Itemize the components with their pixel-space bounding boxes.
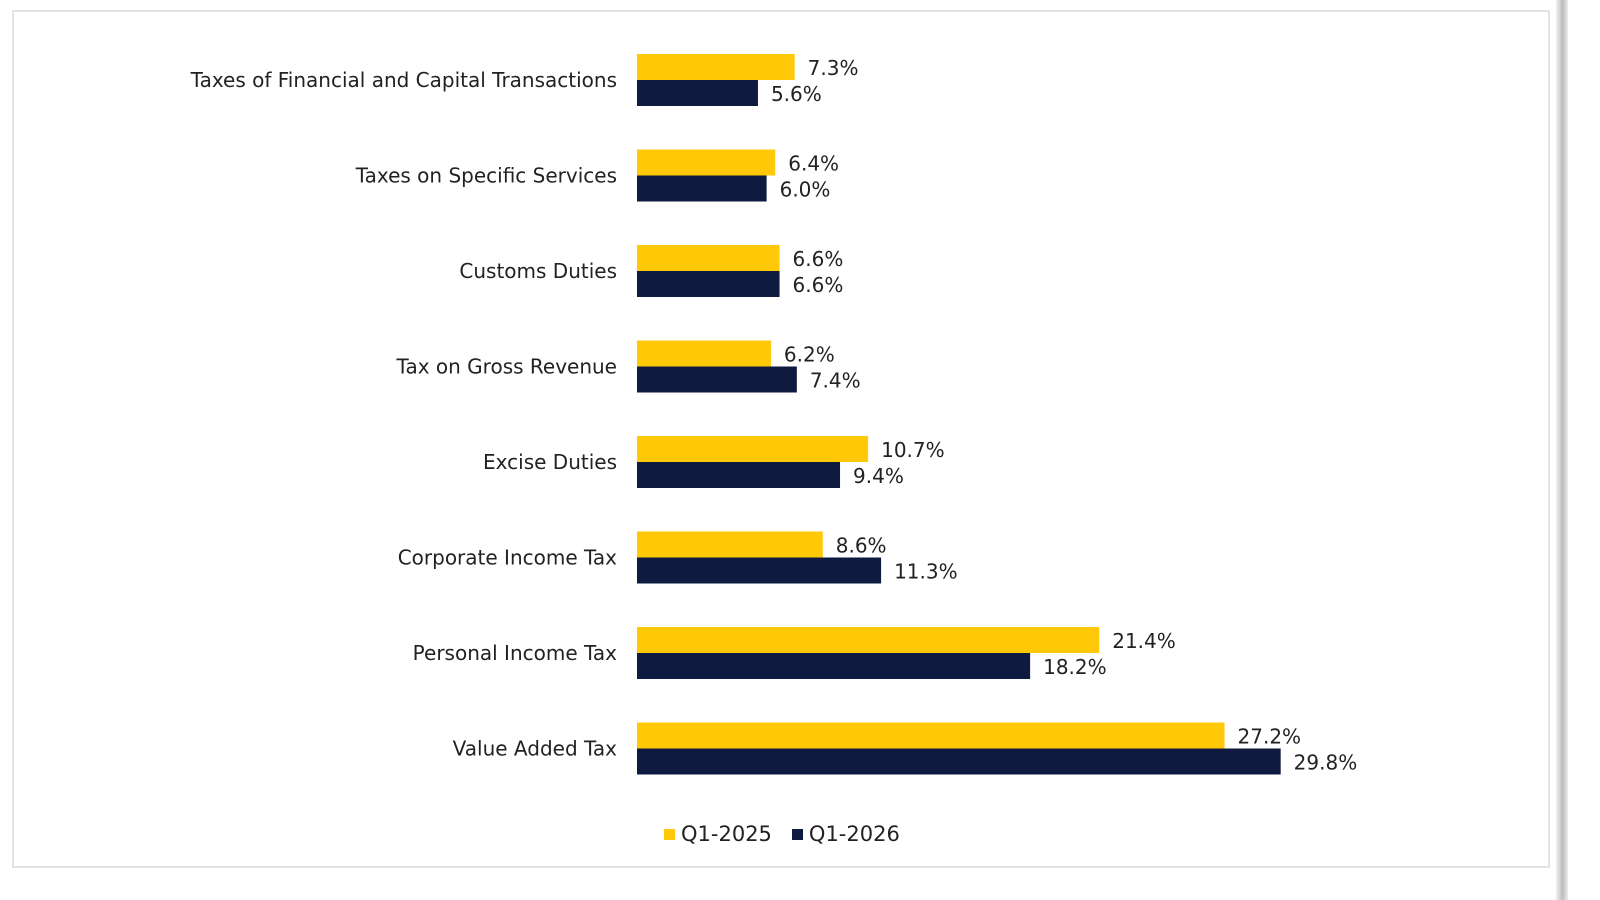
data-label-q1-2026-excise-duties: 9.4% (853, 464, 904, 488)
bar-q1-2025-personal-income-tax (637, 627, 1100, 653)
bar-q1-2026-taxes-of-financial-and-capital-transactions (637, 80, 758, 106)
legend: Q1-2025 Q1-2026 (664, 822, 900, 846)
bar-q1-2026-corporate-income-tax (637, 557, 882, 584)
bars (637, 54, 1281, 775)
category-labels: Taxes of Financial and Capital Transacti… (190, 68, 618, 761)
bar-q1-2026-value-added-tax (637, 748, 1281, 775)
data-label-q1-2026-customs-duties: 6.6% (793, 273, 844, 297)
bar-q1-2026-customs-duties (637, 271, 780, 297)
data-label-q1-2026-taxes-of-financial-and-capital-transactions: 5.6% (771, 82, 822, 106)
data-label-q1-2025-customs-duties: 6.6% (793, 247, 844, 271)
bar-q1-2025-customs-duties (637, 245, 780, 271)
data-label-q1-2025-corporate-income-tax: 8.6% (836, 534, 887, 558)
data-label-q1-2025-tax-on-gross-revenue: 6.2% (784, 343, 835, 367)
data-label-q1-2026-value-added-tax: 29.8% (1294, 751, 1358, 775)
category-label-personal-income-tax: Personal Income Tax (413, 641, 617, 665)
category-label-tax-on-gross-revenue: Tax on Gross Revenue (396, 355, 617, 379)
legend-swatch-q1-2025 (664, 828, 675, 840)
category-label-taxes-on-specific-services: Taxes on Specific Services (355, 164, 617, 188)
legend-item-q1-2025: Q1-2025 (664, 822, 772, 846)
data-label-q1-2025-personal-income-tax: 21.4% (1112, 629, 1176, 653)
data-label-q1-2026-personal-income-tax: 18.2% (1043, 655, 1107, 679)
bar-q1-2026-personal-income-tax (637, 653, 1031, 679)
category-label-corporate-income-tax: Corporate Income Tax (398, 546, 617, 570)
category-label-customs-duties: Customs Duties (459, 259, 617, 283)
bar-q1-2025-taxes-on-specific-services (637, 149, 776, 176)
data-label-q1-2025-taxes-on-specific-services: 6.4% (788, 152, 839, 176)
category-label-taxes-of-financial-and-capital-transactions: Taxes of Financial and Capital Transacti… (190, 68, 617, 92)
legend-label-q1-2025: Q1-2025 (681, 822, 772, 846)
legend-item-q1-2026: Q1-2026 (791, 822, 900, 846)
bar-q1-2026-taxes-on-specific-services (637, 175, 767, 202)
category-label-value-added-tax: Value Added Tax (453, 737, 618, 761)
bar-q1-2026-excise-duties (637, 462, 841, 488)
bar-q1-2025-tax-on-gross-revenue (637, 340, 771, 367)
bar-q1-2025-taxes-of-financial-and-capital-transactions (637, 54, 795, 80)
value-labels: 7.3%5.6% 6.4%6.0% 6.6%6.6% 6.2%7.4% 10.7%9.4… (771, 56, 1357, 775)
bar-q1-2026-tax-on-gross-revenue (637, 366, 797, 393)
legend-label-q1-2026: Q1-2026 (808, 822, 900, 846)
data-label-q1-2025-taxes-of-financial-and-capital-transactions: 7.3% (808, 56, 859, 80)
data-label-q1-2026-tax-on-gross-revenue: 7.4% (810, 369, 861, 393)
data-label-q1-2025-value-added-tax: 27.2% (1238, 725, 1302, 749)
window-edge (1556, 0, 1568, 900)
data-label-q1-2026-taxes-on-specific-services: 6.0% (780, 178, 831, 202)
bar-q1-2025-excise-duties (637, 436, 869, 462)
legend-swatch-q1-2026 (791, 828, 803, 840)
data-label-q1-2026-corporate-income-tax: 11.3% (894, 560, 958, 584)
category-label-excise-duties: Excise Duties (483, 450, 617, 474)
data-label-q1-2025-excise-duties: 10.7% (881, 438, 945, 462)
bar-q1-2025-value-added-tax (637, 722, 1225, 749)
bar-q1-2025-corporate-income-tax (637, 531, 823, 558)
